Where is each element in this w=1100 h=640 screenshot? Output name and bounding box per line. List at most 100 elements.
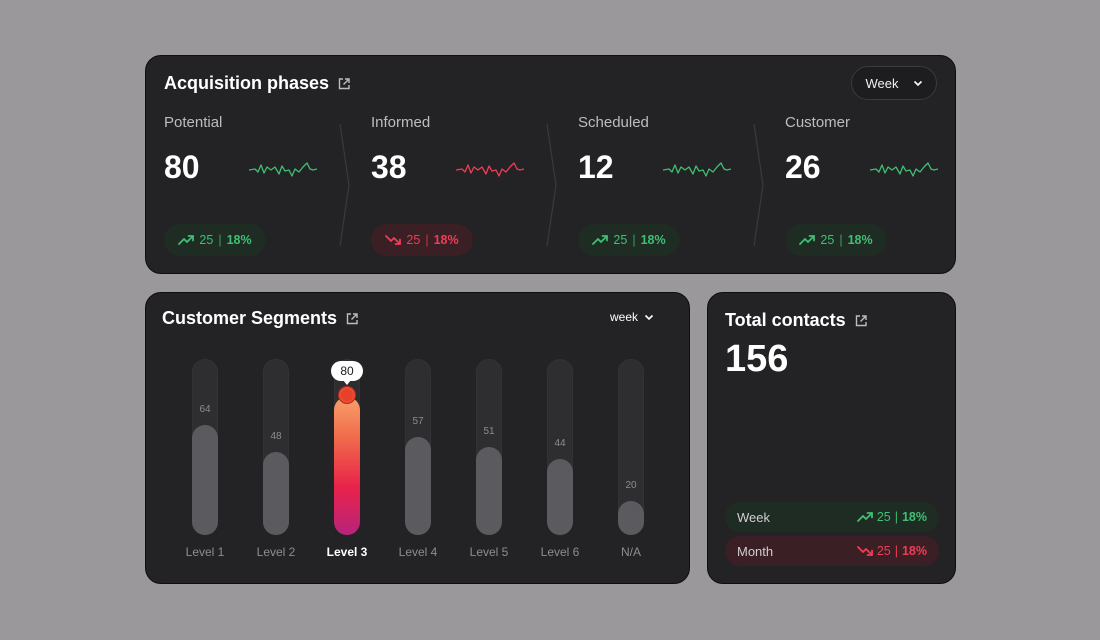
customer-segments-card: Customer Segments week 64 Level 1 48 Level … (145, 292, 690, 584)
phase-value: 80 (164, 149, 200, 185)
bar-fill (192, 425, 218, 535)
phase-label: Informed (371, 114, 431, 131)
trend-up-icon (178, 234, 195, 246)
total-contacts-card: Total contacts 156 Week 25 | 18% Month 25 | 18% (707, 292, 956, 584)
trend-percent: 18% (226, 233, 252, 247)
phase-customer: Customer 26 25 | 18% (785, 56, 985, 275)
contacts-row-week: Week 25 | 18% (725, 502, 939, 532)
trend-separator: | (218, 233, 222, 247)
phase-value: 26 (785, 149, 821, 185)
bar-fill (405, 437, 431, 535)
chevron-down-icon (644, 312, 654, 322)
bar-label: Level 4 (398, 545, 438, 559)
row-trend: 25 | 18% (856, 544, 927, 558)
bar-label: Level 1 (185, 545, 225, 559)
trend-badge: 25 | 18% (785, 224, 887, 256)
acquisition-title-text: Acquisition phases (164, 73, 330, 93)
phase-divider (753, 123, 765, 247)
phase-value: 38 (371, 149, 407, 185)
phase-value: 12 (578, 149, 614, 185)
trend-delta: 25 (876, 544, 891, 558)
trend-percent: 18% (433, 233, 459, 247)
bar-fill (476, 447, 502, 535)
total-contacts-title: Total contacts (725, 310, 868, 331)
bar-label: Level 5 (469, 545, 509, 559)
total-contacts-value: 156 (725, 338, 789, 380)
segment-bar[interactable]: 44 (547, 359, 573, 537)
sparkline (455, 154, 525, 182)
bar-value: 64 (199, 404, 211, 415)
segment-bar[interactable]: 51 (476, 359, 502, 537)
trend-up-icon (592, 234, 609, 246)
bar-fill (618, 501, 644, 535)
row-label: Week (737, 509, 770, 525)
trend-badge: 25 | 18% (164, 224, 266, 256)
external-link-icon[interactable] (854, 314, 868, 328)
external-link-icon[interactable] (337, 77, 351, 91)
bar-value-tooltip: 80 (331, 361, 363, 385)
row-label: Month (737, 543, 774, 559)
trend-percent: 18% (901, 510, 927, 524)
segments-period-value: week (610, 310, 639, 324)
trend-separator: | (425, 233, 429, 247)
trend-percent: 18% (901, 544, 927, 558)
acquisition-phases-card: Acquisition phases Week Potential 80 25 | 18… (145, 55, 956, 274)
segments-title: Customer Segments (162, 308, 359, 329)
row-trend: 25 | 18% (856, 510, 927, 524)
bar-fill (334, 397, 360, 535)
trend-badge: 25 | 18% (371, 224, 473, 256)
segments-period-select[interactable]: week (610, 310, 654, 324)
trend-delta: 25 (613, 233, 628, 247)
external-link-icon[interactable] (345, 312, 359, 326)
period-select-value: Week (865, 75, 899, 91)
sparkline (248, 154, 318, 182)
bar-value: 51 (483, 426, 495, 437)
acquisition-title: Acquisition phases (164, 73, 351, 94)
trend-down-icon (856, 545, 873, 557)
contacts-row-month: Month 25 | 18% (725, 536, 939, 566)
period-select[interactable]: Week (851, 66, 937, 100)
bar-label: Level 3 (326, 545, 368, 559)
segment-bar[interactable]: 57 (405, 359, 431, 537)
trend-separator: | (839, 233, 843, 247)
phase-label: Customer (785, 114, 851, 131)
trend-percent: 18% (640, 233, 666, 247)
sparkline (662, 154, 732, 182)
bar-value: 57 (412, 416, 424, 427)
phase-divider (546, 123, 558, 247)
trend-delta: 25 (820, 233, 835, 247)
phase-divider (339, 123, 351, 247)
chevron-down-icon (913, 78, 923, 88)
segment-bar[interactable]: 64 (192, 359, 218, 537)
trend-separator: | (894, 544, 898, 558)
bar-value: 20 (625, 480, 637, 491)
phase-potential: Potential 80 25 | 18% (164, 56, 364, 275)
trend-up-icon (799, 234, 816, 246)
bar-value: 44 (554, 438, 566, 449)
segment-bar[interactable]: 48 (263, 359, 289, 537)
bar-value: 48 (270, 431, 282, 442)
trend-separator: | (894, 510, 898, 524)
segment-bar[interactable]: 20 (618, 359, 644, 537)
bar-handle[interactable] (339, 387, 355, 403)
trend-delta: 25 (199, 233, 214, 247)
trend-percent: 18% (847, 233, 873, 247)
trend-down-icon (385, 234, 402, 246)
phase-label: Potential (164, 114, 223, 131)
total-contacts-title-text: Total contacts (725, 310, 846, 330)
phase-label: Scheduled (578, 114, 649, 131)
phase-informed: Informed 38 25 | 18% (371, 56, 571, 275)
trend-separator: | (632, 233, 636, 247)
trend-delta: 25 (876, 510, 891, 524)
phase-scheduled: Scheduled 12 25 | 18% (578, 56, 778, 275)
bar-label: N/A (620, 545, 641, 559)
segments-title-text: Customer Segments (162, 308, 338, 328)
bar-label: Level 2 (256, 545, 296, 559)
sparkline (869, 154, 939, 182)
segment-bar[interactable]: 80 (331, 359, 363, 537)
trend-up-icon (856, 511, 873, 523)
bar-label: Level 6 (540, 545, 580, 559)
bar-fill (547, 459, 573, 535)
trend-badge: 25 | 18% (578, 224, 680, 256)
trend-delta: 25 (406, 233, 421, 247)
